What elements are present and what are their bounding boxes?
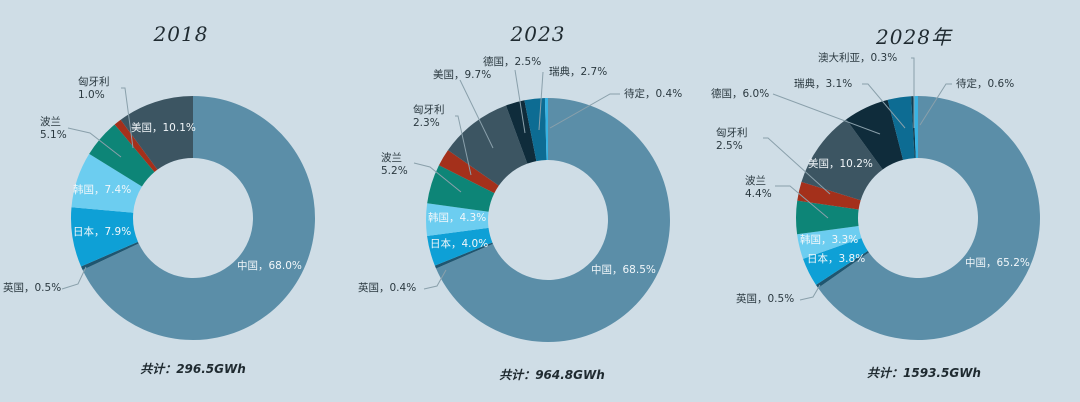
leader-line [799, 284, 821, 301]
leader-line [775, 185, 829, 219]
slice-label: 中国，68.0% [237, 260, 302, 272]
slice-label: 中国，68.5% [591, 264, 656, 276]
leader-line [423, 269, 447, 290]
leader-line [772, 93, 881, 135]
donut-slice [544, 98, 548, 161]
slice-label: 日本，3.8% [807, 253, 866, 265]
slice-label: 日本，7.9% [73, 226, 132, 238]
slice-label: 英国，0.4% [358, 282, 417, 294]
donut-slice [846, 99, 904, 170]
donut-slice [505, 100, 537, 164]
chart-title-2018: 2018 [153, 22, 209, 46]
leader-line [514, 69, 526, 134]
slice-label: 韩国，4.3% [428, 212, 487, 224]
leader-line [61, 266, 87, 290]
donut-slice [887, 96, 915, 160]
donut-slice [797, 225, 862, 259]
donut-slice [815, 250, 869, 289]
leader-line [459, 79, 494, 149]
slice-label: 日本，4.0% [430, 238, 489, 250]
slice-label: 瑞典，2.7% [549, 66, 608, 78]
slice-label: 韩国，7.4% [73, 184, 132, 196]
slice-label: 待定，0.6% [956, 78, 1015, 90]
chart-title-2028: 2028年 [876, 25, 952, 49]
donut-slice [114, 119, 158, 173]
leader-line [455, 115, 472, 176]
leader-line [121, 87, 134, 149]
donut-slice [438, 150, 499, 194]
leader-line [67, 127, 122, 158]
slice-label: 英国，0.5% [736, 293, 795, 305]
slice-label: 澳大利亚，0.3% [818, 52, 898, 64]
leader-line [911, 57, 915, 128]
donut-slice [81, 241, 139, 270]
slice-label: 波兰 5.2% [381, 152, 408, 177]
donut-slice [818, 96, 1040, 340]
slice-label: 德国，6.0% [711, 88, 770, 100]
leader-line [538, 71, 544, 131]
slice-label: 波兰 5.1% [40, 116, 67, 141]
slice-label: 美国，10.1% [131, 122, 196, 134]
donut-slice [427, 227, 493, 266]
donut-slice [89, 124, 155, 187]
donut-slice [797, 181, 861, 210]
leader-line [549, 93, 620, 129]
slice-label: 匈牙利 2.5% [716, 127, 748, 152]
chart-total-2018: 共计：296.5GWh [140, 362, 246, 376]
donut-slice [911, 96, 916, 159]
donut-slice [524, 98, 547, 162]
donut-slice [447, 105, 528, 186]
leader-line [919, 83, 952, 126]
slice-label: 匈牙利 2.3% [413, 104, 445, 129]
donut-slice [82, 96, 315, 340]
slice-label: 德国，2.5% [483, 56, 542, 68]
donut-slice [434, 242, 493, 269]
chart-total-2028: 共计：1593.5GWh [867, 366, 981, 380]
chart-total-2023: 共计：964.8GWh [499, 368, 605, 382]
slice-label: 中国，65.2% [965, 257, 1030, 269]
slice-label: 匈牙利 1.0% [78, 76, 110, 101]
donut-slice [426, 203, 489, 237]
donut-slice [120, 96, 193, 170]
slice-label: 美国，10.2% [808, 158, 873, 170]
donut-slice [436, 98, 670, 342]
donut-slice [803, 238, 868, 285]
donut-slice [427, 165, 495, 212]
donut-slice [71, 153, 142, 213]
chart-title-2023: 2023 [510, 22, 566, 46]
leader-line [763, 137, 831, 195]
leader-line [413, 162, 462, 193]
donut-slice [801, 119, 883, 201]
leader-line [862, 83, 906, 129]
slice-label: 瑞典，3.1% [794, 78, 853, 90]
slice-label: 待定，0.4% [624, 88, 683, 100]
slice-label: 韩国，3.3% [800, 234, 859, 246]
slice-label: 波兰 4.4% [745, 175, 772, 200]
donut-slice [71, 207, 138, 267]
donut-slice [913, 96, 918, 159]
slice-label: 美国，9.7% [433, 69, 492, 81]
slice-label: 英国，0.5% [3, 282, 62, 294]
